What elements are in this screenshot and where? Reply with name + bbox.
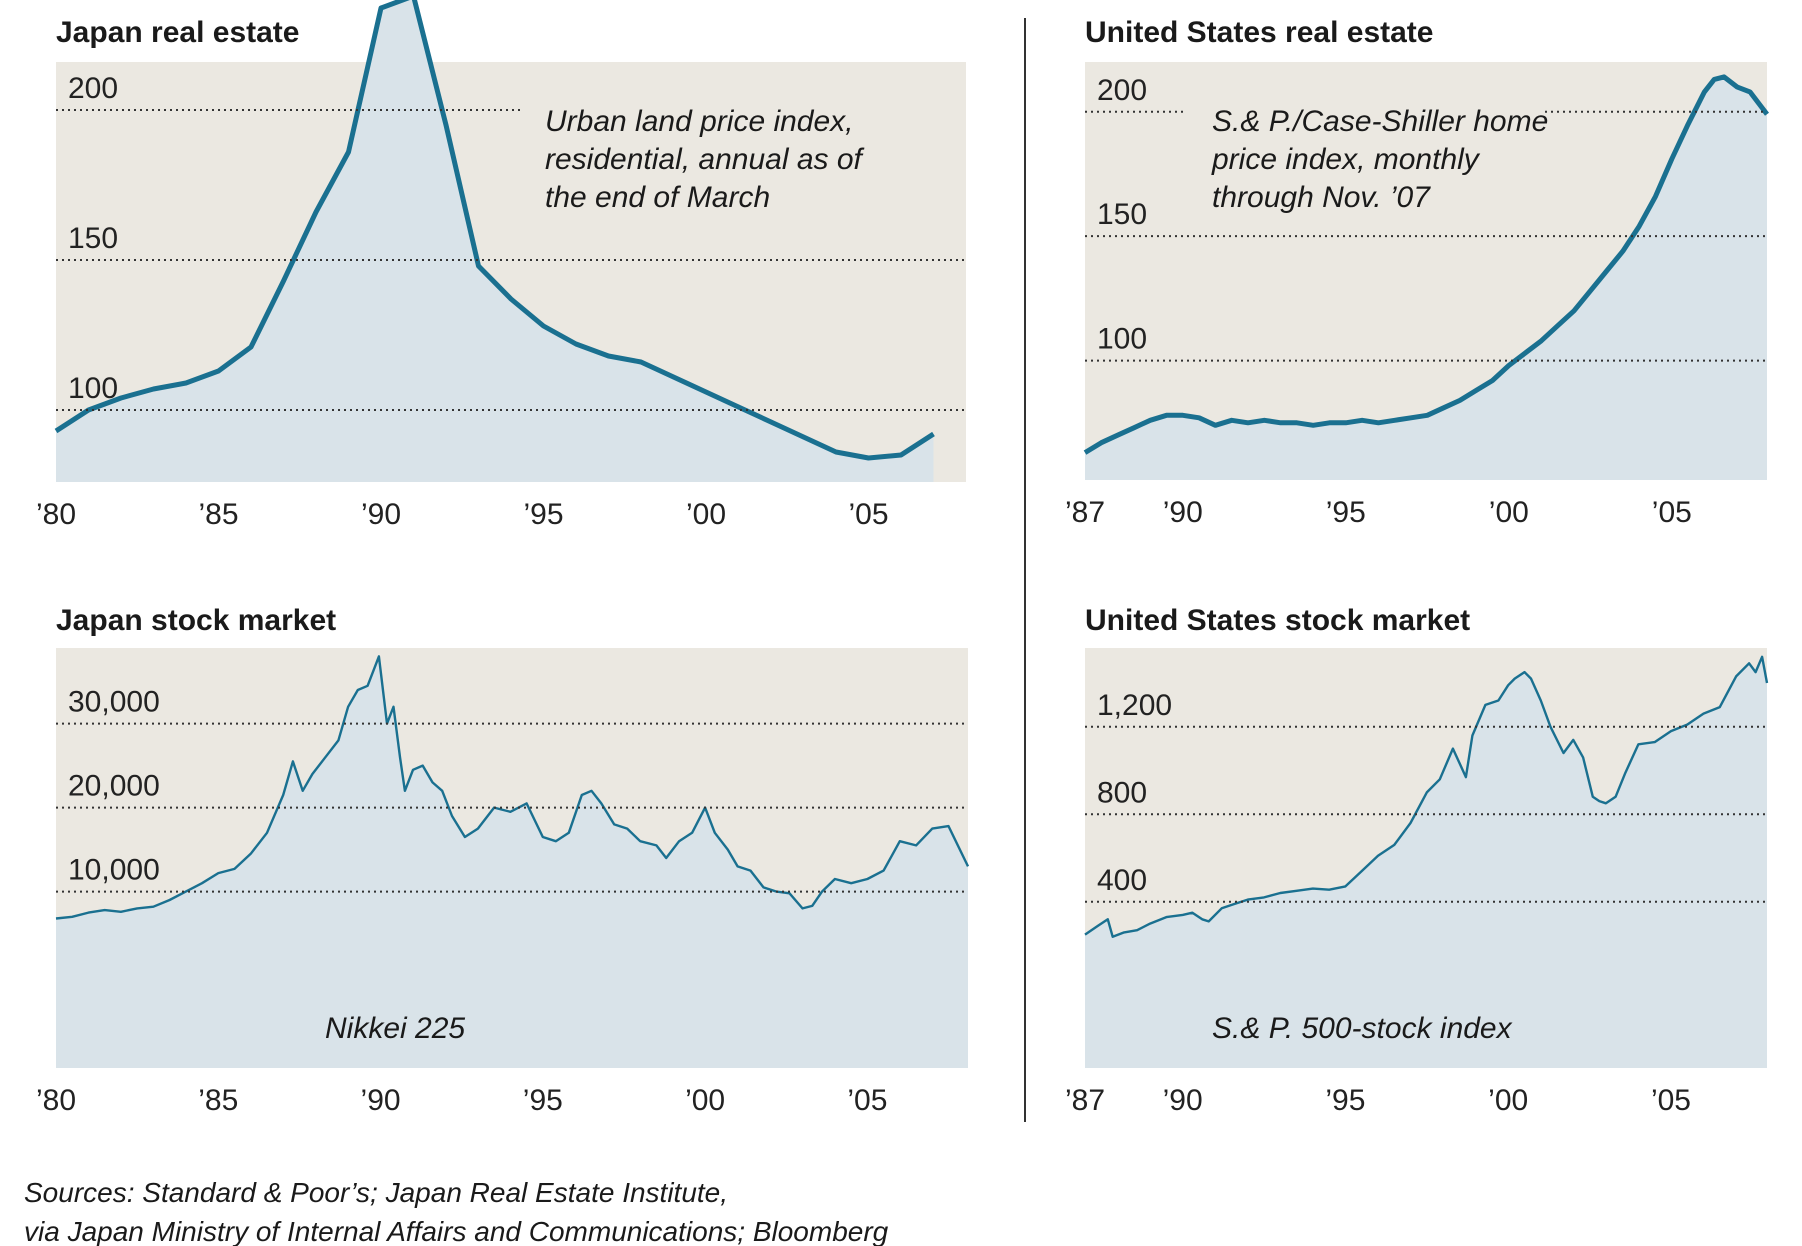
y-tick-label: 100: [1097, 323, 1147, 356]
y-tick-label: 200: [1097, 74, 1147, 107]
x-tick-label: ’80: [36, 1084, 76, 1117]
panel-us-real-estate: United States real estate ’87 ’90 ’95 ’00 ’0…: [1065, 16, 1769, 529]
x-tick-label: ’05: [1651, 1084, 1691, 1117]
y-axis-labels: 200 150 100: [68, 72, 118, 405]
area-fill: [1085, 656, 1767, 1068]
annotation: Nikkei 225: [325, 1012, 465, 1045]
y-tick-label: 10,000: [68, 854, 160, 887]
series-line: [1084, 655, 1769, 938]
x-tick-label: ’05: [1652, 496, 1692, 529]
x-axis-labels: ’80 ’85 ’90 ’95 ’00 ’05: [36, 1084, 887, 1117]
x-tick-label: ’90: [361, 1084, 401, 1117]
x-tick-label: ’95: [523, 1084, 563, 1117]
y-tick-label: 150: [1097, 198, 1147, 231]
annotation-line: the end of March: [545, 181, 770, 214]
source-note: via Japan Ministry of Internal Affairs a…: [24, 1216, 889, 1246]
annotation-line: Urban land price index,: [545, 105, 854, 138]
x-tick-label: ’85: [198, 498, 238, 531]
series-line: [1083, 74, 1769, 455]
chart-title: United States real estate: [1085, 16, 1433, 49]
x-tick-label: ’00: [1489, 496, 1529, 529]
x-tick-label: ’90: [1163, 496, 1203, 529]
y-axis-labels: 30,000 20,000 10,000: [68, 686, 160, 887]
panel-japan-stock-market: Japan stock market ’80 ’85 ’90 ’95 ’00 ’05 30…: [36, 604, 970, 1117]
x-tick-label: ’80: [36, 498, 76, 531]
chart-title: United States stock market: [1085, 604, 1470, 637]
y-tick-label: 150: [68, 222, 118, 255]
y-tick-label: 1,200: [1097, 689, 1172, 722]
annotation: Urban land price index, residential, ann…: [545, 105, 865, 214]
x-tick-label: ’90: [1163, 1084, 1203, 1117]
x-tick-label: ’00: [1488, 1084, 1528, 1117]
x-axis-labels: ’87 ’90 ’95 ’00 ’05: [1065, 1084, 1691, 1117]
area-fill: [56, 0, 934, 482]
x-tick-label: ’00: [686, 498, 726, 531]
gridlines: [1085, 110, 1767, 362]
annotation-line: Nikkei 225: [325, 1012, 465, 1045]
y-tick-label: 20,000: [68, 770, 160, 803]
y-tick-label: 100: [68, 372, 118, 405]
chart-title: Japan stock market: [56, 604, 336, 637]
series-line: [54, 0, 935, 461]
x-tick-label: ’85: [198, 1084, 238, 1117]
panel-japan-real-estate: Japan real estate ’80 ’85 ’90 ’95 ’00 ’05 200…: [36, 0, 966, 531]
y-axis-labels: 1,200 800 400: [1097, 689, 1172, 897]
annotation: S.& P. 500-stock index: [1212, 1012, 1513, 1045]
x-tick-label: ’87: [1065, 496, 1105, 529]
source-note: Sources: Standard & Poor’s; Japan Real E…: [24, 1177, 728, 1208]
gridlines: [56, 109, 966, 411]
annotation-line: through Nov. ’07: [1212, 181, 1431, 214]
panel-us-stock-market: United States stock market ’87’90’95’00’…: [1065, 604, 1769, 1117]
y-axis-labels: 200 150 100: [1097, 74, 1147, 356]
annotation: S.& P./Case-Shiller home price index, mo…: [1211, 105, 1548, 214]
x-axis-labels: ’80 ’85 ’90 ’95 ’00 ’05: [36, 498, 889, 531]
series: [54, 0, 935, 482]
y-tick-label: 800: [1097, 776, 1147, 809]
x-axis-labels: ’87 ’90 ’95 ’00 ’05: [1065, 496, 1692, 529]
y-tick-label: 30,000: [68, 686, 160, 719]
y-tick-label: 400: [1097, 864, 1147, 897]
area-fill: [1085, 76, 1767, 481]
y-tick-label: 200: [68, 72, 118, 105]
x-tick-label: ’95: [523, 498, 563, 531]
x-tick-label: ’00: [685, 1084, 725, 1117]
x-tick-label: ’90: [361, 498, 401, 531]
gridlines: [56, 722, 968, 893]
annotation-line: residential, annual as of: [545, 143, 865, 176]
annotation-line: S.& P. 500-stock index: [1212, 1012, 1513, 1045]
x-tick-label: ’95: [1325, 1084, 1365, 1117]
x-tick-label: ’95: [1326, 496, 1366, 529]
series: [1084, 655, 1769, 1068]
chart-title: Japan real estate: [56, 16, 299, 49]
area-fill: [56, 656, 968, 1068]
x-tick-label: ’05: [847, 1084, 887, 1117]
x-tick-label: ’87: [1065, 1084, 1105, 1117]
series: [1083, 74, 1769, 481]
annotation-line: price index, monthly: [1211, 143, 1481, 176]
annotation-line: S.& P./Case-Shiller home: [1212, 105, 1548, 138]
x-tick-label: ’05: [848, 498, 888, 531]
